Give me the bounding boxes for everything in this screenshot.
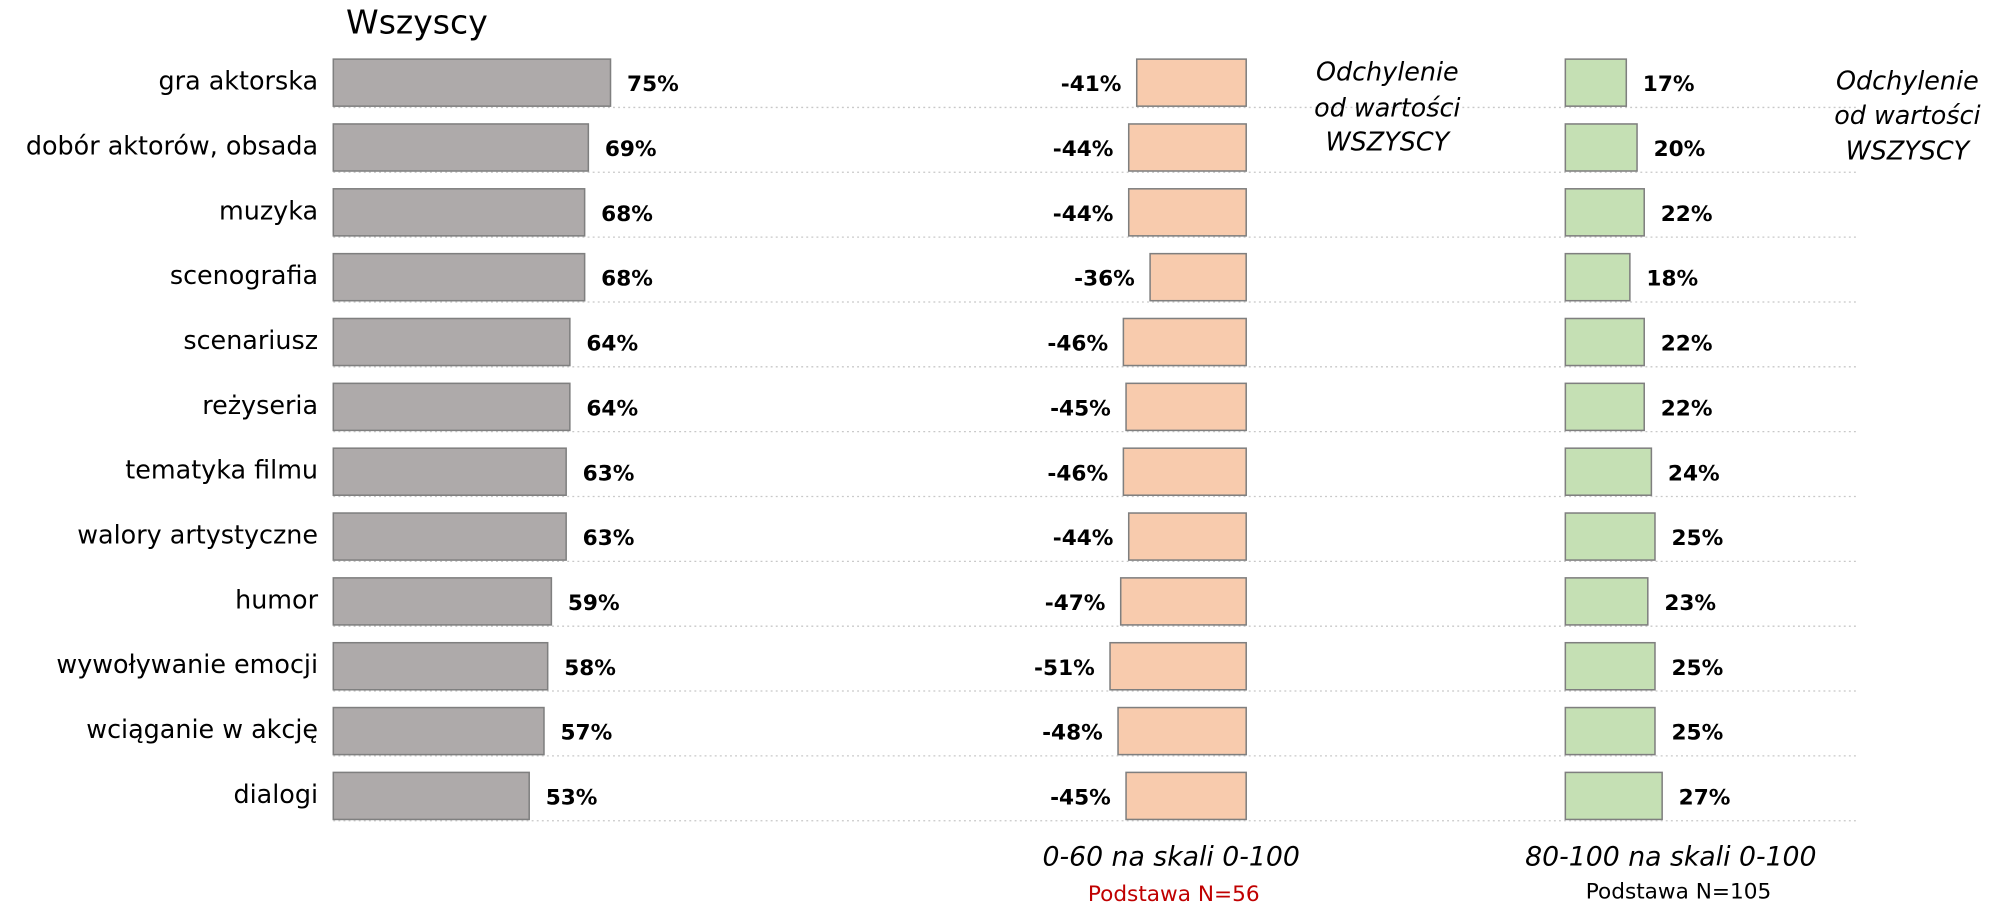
value-label: -48%	[1042, 721, 1103, 746]
bar	[332, 317, 571, 367]
value-label: 63%	[583, 526, 635, 551]
bar	[332, 123, 590, 172]
value-label: -44%	[1053, 526, 1114, 551]
value-label: 20%	[1654, 137, 1706, 162]
bar	[1564, 706, 1656, 756]
annotation: od wartości	[1314, 92, 1460, 122]
annotation: od wartości	[1834, 100, 1980, 130]
value-label: 27%	[1679, 785, 1731, 810]
bar	[1564, 771, 1663, 821]
bar	[1564, 577, 1649, 626]
bar	[332, 706, 545, 756]
bar	[1564, 252, 1631, 302]
value-label: 25%	[1672, 526, 1724, 551]
bar	[1127, 123, 1247, 172]
bar	[1122, 317, 1247, 367]
bar	[1135, 58, 1247, 107]
chart-title: Wszyscy	[346, 3, 488, 42]
bar	[332, 382, 571, 432]
bar	[1564, 188, 1645, 237]
bar	[1125, 771, 1247, 821]
bar	[1564, 512, 1656, 561]
category-label: dobór aktorów, obsada	[26, 130, 318, 160]
value-label: 69%	[605, 137, 657, 162]
annotation: Odchylenie	[1836, 66, 1979, 96]
value-label: 64%	[586, 396, 638, 421]
value-label: 22%	[1661, 396, 1713, 421]
value-label: 22%	[1661, 332, 1713, 357]
bar	[1564, 447, 1653, 496]
value-label: 63%	[583, 461, 635, 486]
value-label: 75%	[627, 72, 679, 97]
category-label: reżyseria	[202, 390, 318, 420]
bar	[332, 447, 567, 496]
note: Podstawa N=56	[1088, 882, 1260, 904]
value-label: -41%	[1061, 72, 1122, 97]
value-label: -45%	[1050, 785, 1111, 810]
category-label: wywoływanie emocji	[56, 649, 318, 679]
bar	[1109, 641, 1247, 691]
category-label: walory artystyczne	[77, 520, 318, 550]
value-label: -46%	[1047, 332, 1108, 357]
value-label: 22%	[1661, 202, 1713, 227]
bar	[332, 252, 586, 302]
bar	[332, 641, 549, 691]
bar	[1564, 123, 1638, 172]
annotation: WSZYSCY	[1326, 127, 1452, 157]
bar	[1127, 512, 1247, 561]
category-label: scenariusz	[183, 325, 318, 355]
value-label: 68%	[601, 202, 653, 227]
category-label: gra aktorska	[159, 66, 319, 96]
value-label: -44%	[1053, 202, 1114, 227]
value-label: -46%	[1047, 461, 1108, 486]
value-label: -47%	[1045, 591, 1106, 616]
bar	[332, 188, 586, 237]
bar	[332, 771, 530, 821]
category-label: muzyka	[219, 195, 318, 225]
value-label: 59%	[568, 591, 620, 616]
note: Podstawa N=105	[1586, 880, 1771, 904]
value-label: 53%	[546, 785, 598, 810]
value-label: -45%	[1050, 396, 1111, 421]
value-label: 64%	[586, 332, 638, 357]
value-label: 25%	[1672, 656, 1724, 681]
category-label: wciąganie w akcję	[86, 714, 318, 744]
bar	[1122, 447, 1247, 496]
bar	[1125, 382, 1247, 432]
value-label: 58%	[564, 656, 616, 681]
bar	[1564, 58, 1628, 107]
bar	[1117, 706, 1247, 756]
subtitle: 80-100 na skali 0-100	[1525, 842, 1816, 873]
value-label: 17%	[1643, 72, 1695, 97]
bar	[1564, 317, 1645, 367]
bar	[332, 512, 567, 561]
bar	[1119, 577, 1247, 626]
annotation: Odchylenie	[1316, 57, 1459, 87]
bar	[1564, 641, 1656, 691]
subtitle: 0-60 na skali 0-100	[1042, 842, 1299, 873]
bar	[1564, 382, 1645, 432]
bar	[332, 58, 612, 107]
bar	[1149, 252, 1247, 302]
value-label: -36%	[1074, 267, 1135, 292]
category-label: tematyka filmu	[125, 455, 318, 485]
category-label: humor	[235, 584, 318, 614]
value-label: 23%	[1664, 591, 1716, 616]
bar	[1127, 188, 1247, 237]
bar	[332, 577, 553, 626]
value-label: -44%	[1053, 137, 1114, 162]
value-label: 57%	[561, 721, 613, 746]
annotation: WSZYSCY	[1846, 136, 1972, 166]
value-label: -51%	[1034, 656, 1095, 681]
value-label: 24%	[1668, 461, 1720, 486]
category-label: scenografia	[170, 260, 318, 290]
value-label: 18%	[1646, 267, 1698, 292]
category-label: dialogi	[233, 779, 318, 809]
value-label: 25%	[1672, 721, 1724, 746]
value-label: 68%	[601, 267, 653, 292]
